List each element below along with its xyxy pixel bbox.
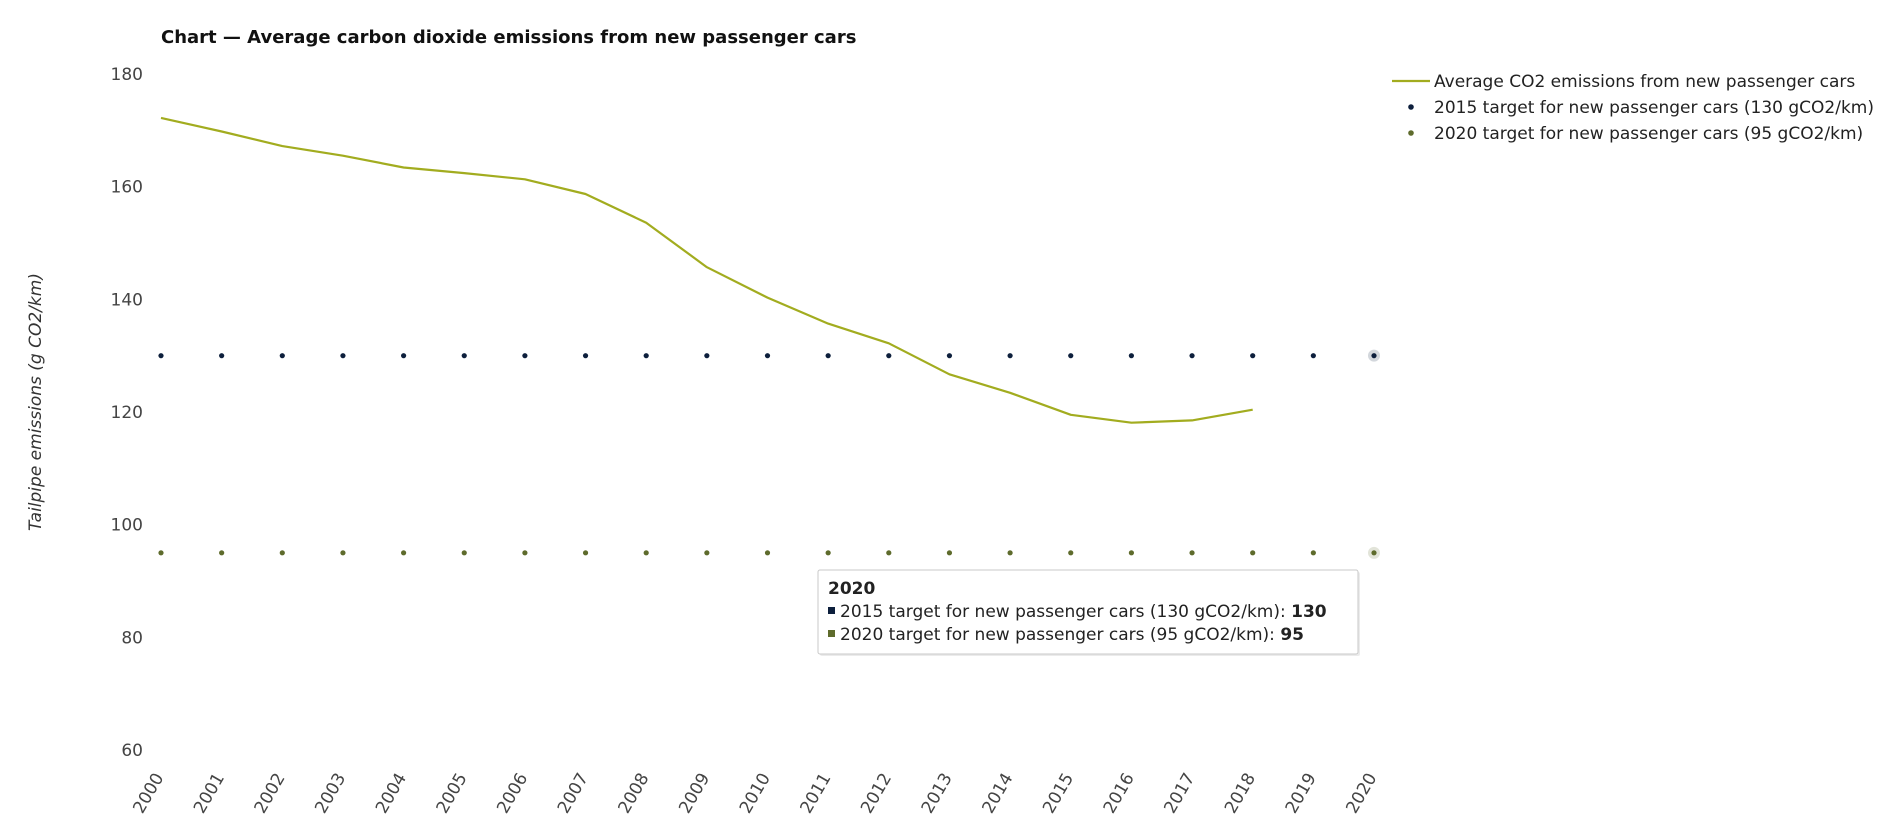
- target-2020-point[interactable]: [1189, 550, 1195, 556]
- target-2015-point[interactable]: [1250, 353, 1256, 359]
- target-2020-point[interactable]: [1068, 550, 1074, 556]
- target-2015-point[interactable]: [825, 353, 831, 359]
- plot-area: [158, 116, 1380, 559]
- target-2015-point[interactable]: [946, 353, 953, 359]
- target-2015-point[interactable]: [582, 353, 589, 359]
- x-tick-label: 2020: [1342, 770, 1381, 815]
- x-tick-label: 2019: [1282, 770, 1321, 815]
- target-2020-point[interactable]: [886, 550, 892, 556]
- target-2020-point[interactable]: [219, 550, 225, 556]
- tooltip-row-value: 130: [1291, 602, 1327, 622]
- target-2015-point[interactable]: [704, 353, 710, 359]
- target-2015-point[interactable]: [401, 353, 407, 359]
- x-tick-label: 2017: [1160, 770, 1199, 815]
- tooltip-row-label: 2015 target for new passenger cars (130 …: [840, 602, 1291, 622]
- target-2015-point[interactable]: [1371, 353, 1377, 359]
- x-tick-label: 2000: [129, 770, 168, 815]
- x-tick-label: 2002: [251, 770, 290, 815]
- legend-label: 2020 target for new passenger cars (95 g…: [1434, 124, 1863, 144]
- x-tick-label: 2012: [857, 770, 896, 815]
- target-2020-point[interactable]: [1007, 550, 1013, 556]
- target-2020-point[interactable]: [1371, 550, 1377, 556]
- target-2020-point[interactable]: [582, 550, 589, 556]
- target-2020-point[interactable]: [461, 550, 467, 556]
- x-tick-label: 2006: [493, 770, 532, 815]
- x-tick-label: 2001: [190, 770, 229, 815]
- x-tick-label: 2013: [918, 770, 957, 815]
- target-2020-point[interactable]: [825, 550, 831, 556]
- tooltip-swatch: [828, 630, 835, 637]
- target-2015-point[interactable]: [279, 353, 285, 359]
- tooltip-row-value: 95: [1280, 625, 1304, 645]
- legend-dot-swatch: [1408, 104, 1414, 110]
- y-tick-label: 80: [121, 628, 143, 648]
- tooltip-header: 2020: [828, 579, 875, 599]
- target-2020-point[interactable]: [279, 550, 285, 556]
- tooltip-swatch: [828, 607, 835, 614]
- x-tick-label: 2016: [1100, 770, 1139, 815]
- x-tick-label: 2014: [978, 770, 1017, 815]
- legend-item[interactable]: 2020 target for new passenger cars (95 g…: [1408, 124, 1863, 144]
- target-2015-point[interactable]: [340, 353, 346, 359]
- y-tick-label: 160: [111, 178, 143, 198]
- tooltip-row: 2020 target for new passenger cars (95 g…: [840, 625, 1304, 645]
- legend[interactable]: Average CO2 emissions from new passenger…: [1392, 72, 1874, 144]
- x-tick-label: 2011: [797, 770, 836, 815]
- series-line-avg-co2: [160, 116, 1253, 424]
- target-2020-point[interactable]: [1128, 550, 1134, 556]
- y-axis-label: Tailpipe emissions (g CO2/km): [26, 273, 46, 531]
- target-2015-point[interactable]: [158, 353, 164, 359]
- chart-title: Chart — Average carbon dioxide emissions…: [161, 27, 856, 48]
- legend-dot-swatch: [1408, 130, 1414, 136]
- target-2015-point[interactable]: [1310, 353, 1316, 359]
- target-2020-point[interactable]: [1310, 550, 1316, 556]
- x-tick-label: 2018: [1221, 770, 1260, 815]
- target-2015-point[interactable]: [219, 353, 225, 359]
- target-2015-point[interactable]: [1128, 353, 1134, 359]
- x-axis-ticks: 2000 2001 2002 2003 2004 2005 2006 2007 2008 2009…: [129, 770, 1381, 815]
- target-2020-point[interactable]: [522, 550, 528, 556]
- tooltip: 2020 2015 target for new passenger cars (…: [817, 569, 1360, 656]
- x-tick-label: 2003: [311, 770, 350, 815]
- target-2015-point[interactable]: [461, 353, 467, 359]
- target-2020-point[interactable]: [704, 550, 710, 556]
- target-2020-point[interactable]: [946, 550, 953, 556]
- y-axis-ticks: 60 80 100 120 140 160 180: [111, 65, 143, 761]
- target-2020-point[interactable]: [401, 550, 407, 556]
- tooltip-row-label: 2020 target for new passenger cars (95 g…: [840, 625, 1280, 645]
- target-2020-point[interactable]: [1250, 550, 1256, 556]
- target-2015-point[interactable]: [522, 353, 528, 359]
- target-2020-point[interactable]: [340, 550, 346, 556]
- tooltip-box: [817, 569, 1359, 655]
- target-2020-point[interactable]: [643, 550, 649, 556]
- x-tick-label: 2005: [433, 770, 472, 815]
- x-tick-label: 2009: [675, 770, 714, 815]
- legend-item[interactable]: 2015 target for new passenger cars (130 …: [1408, 98, 1874, 118]
- y-tick-label: 120: [111, 403, 143, 423]
- legend-label: 2015 target for new passenger cars (130 …: [1434, 98, 1874, 118]
- target-2020-point[interactable]: [764, 550, 771, 556]
- target-2015-point[interactable]: [1068, 353, 1074, 359]
- x-tick-label: 2007: [554, 770, 593, 815]
- y-tick-label: 140: [111, 290, 143, 310]
- y-tick-label: 60: [121, 741, 143, 761]
- target-2015-point[interactable]: [886, 353, 892, 359]
- legend-item[interactable]: Average CO2 emissions from new passenger…: [1392, 72, 1855, 92]
- x-tick-label: 2015: [1039, 770, 1078, 815]
- x-tick-label: 2004: [372, 770, 411, 815]
- x-tick-label: 2010: [736, 770, 775, 815]
- target-2015-point[interactable]: [1007, 353, 1013, 359]
- tooltip-row: 2015 target for new passenger cars (130 …: [840, 602, 1327, 622]
- y-tick-label: 100: [111, 516, 143, 536]
- target-2015-point[interactable]: [643, 353, 649, 359]
- legend-label: Average CO2 emissions from new passenger…: [1434, 72, 1855, 92]
- target-2015-point[interactable]: [764, 353, 771, 359]
- target-2020-point[interactable]: [158, 550, 164, 556]
- y-tick-label: 180: [111, 65, 143, 85]
- x-tick-label: 2008: [615, 770, 654, 815]
- target-2015-point[interactable]: [1189, 353, 1195, 359]
